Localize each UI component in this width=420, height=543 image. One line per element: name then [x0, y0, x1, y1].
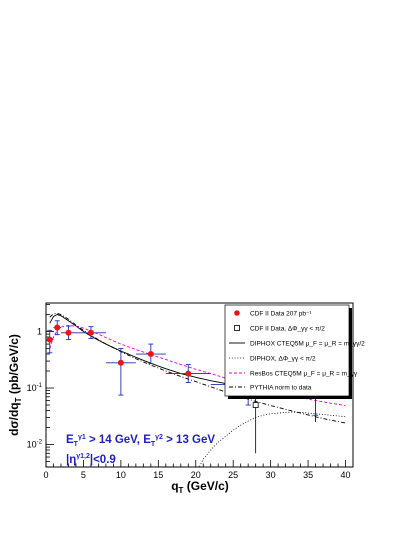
y-axis-label: dσ/dqT (pb/GeV/c) [7, 334, 23, 436]
legend-label: PYTHIA norm to data [250, 384, 312, 391]
kinematic-cuts: ETγ1 > 14 GeV, ETγ2 > 13 GeV |ηγ1,2|<0.9 [66, 434, 215, 466]
x-label-units: (GeV/c) [183, 479, 228, 493]
plot-frame [45, 302, 354, 468]
legend-label: DIPHOX, ΔΦ_γγ < π/2 [250, 355, 316, 362]
y-label-units: (pb/GeV/c) [7, 334, 21, 397]
curve-dashed [49, 325, 346, 406]
curve-dash-dot [49, 312, 346, 424]
x-tick-label: 25 [228, 470, 238, 480]
legend-shadow-bottom [228, 396, 352, 399]
et-cut-g1: γ1 [78, 434, 86, 441]
eta-cut-text: |ηγ1,2|<0.9 [66, 453, 116, 466]
et-cut-g2: γ2 [155, 434, 163, 441]
legend: CDF II Data 207 pb⁻¹ CDF II Data, ΔΦ_γγ <… [224, 304, 365, 399]
legend-marker-dot [234, 310, 240, 316]
x-tick-label: 30 [266, 470, 276, 480]
legend-label: DIPHOX CTEQ5M μ_F = μ_R = m_γγ/2 [250, 340, 365, 347]
legend-label: CDF II Data 207 pb⁻¹ [250, 310, 312, 317]
legend-box [224, 304, 350, 397]
data-point [65, 329, 72, 336]
et-cut-t1: T [74, 441, 79, 448]
x-label-q: q [171, 479, 178, 493]
x-tick-label: 5 [81, 470, 86, 480]
legend-label: ResBos CTEQ5M μ_F = μ_R = m_γγ [250, 370, 358, 377]
y-tick-label: 10-1 [27, 383, 43, 393]
eta-cut-b: |<0.9 [90, 454, 116, 466]
y-label-sub: T [14, 397, 23, 402]
axes: 0 5 10 15 20 25 30 35 40 10-2 10-1 1 [27, 304, 351, 480]
y-label-d: dσ/dq [7, 402, 21, 436]
et-cut-e1: E [66, 434, 74, 446]
et-cut-text: ETγ1 > 14 GeV, ETγ2 > 13 GeV [66, 434, 215, 448]
et-cut-v2: > 13 GeV [163, 434, 215, 446]
data-point [117, 359, 124, 366]
data-square [252, 402, 259, 408]
et-cut-t2: T [151, 441, 156, 448]
x-tick-label: 20 [191, 470, 201, 480]
y-tick-label: 10-2 [27, 440, 43, 450]
x-tick-label: 0 [43, 470, 48, 480]
x-tick-label: 35 [303, 470, 313, 480]
curve-dotted [198, 411, 346, 467]
legend-shadow-right [349, 308, 352, 399]
data-point [54, 324, 61, 331]
data-point [185, 370, 192, 377]
data-point [46, 336, 53, 343]
data-point [147, 351, 154, 358]
x-tick-label: 15 [153, 470, 163, 480]
data-point [87, 329, 94, 336]
y-tick-label: 1 [37, 327, 42, 337]
eta-cut-sup: γ1,2 [76, 453, 90, 460]
x-tick-label: 40 [341, 470, 351, 480]
x-axis-label: qT (GeV/c) [171, 479, 229, 495]
legend-marker-square [234, 325, 240, 331]
x-tick-label: 10 [116, 470, 126, 480]
et-cut-v1: > 14 GeV, E [86, 434, 151, 446]
legend-label: CDF II Data, ΔΦ_γγ < π/2 [250, 325, 325, 332]
eta-cut-a: |η [66, 454, 76, 466]
x-label-sub: T [179, 486, 184, 495]
